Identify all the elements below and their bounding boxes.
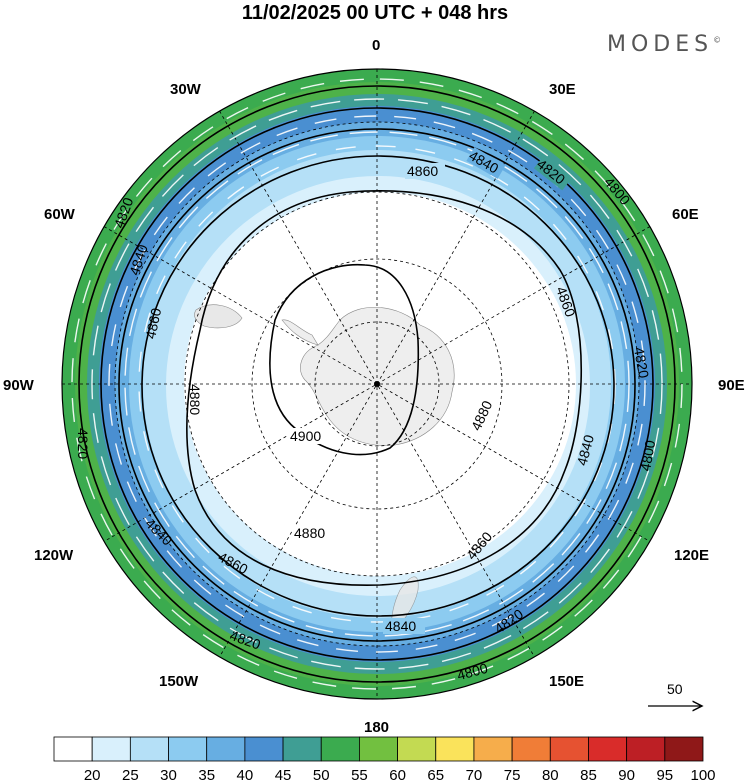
colorbar-swatch [397, 736, 437, 762]
brand-name: MODES [607, 32, 714, 57]
contour-label-4800-right: 4800 [637, 439, 658, 473]
contour-4900 [269, 263, 420, 456]
lon-label-90w: 90W [3, 377, 35, 394]
lon-label-120w: 120W [34, 547, 74, 564]
colorbar: 20 25 30 35 40 45 50 55 60 65 70 75 80 85 90 95 100 [53, 736, 716, 782]
colorbar-swatch [626, 736, 666, 762]
wind-reference-vector: 50 [648, 681, 702, 706]
colorbar-tick-label: 85 [580, 767, 597, 782]
colorbar-tick-label: 35 [198, 767, 215, 782]
contour-label-4880-left: 4880 [187, 384, 203, 415]
colorbar-swatch [549, 736, 589, 762]
colorbar-tick-label: 90 [618, 767, 635, 782]
lon-label-60e: 60E [672, 206, 699, 223]
lon-label-150w: 150W [159, 673, 199, 690]
colorbar-swatch [511, 736, 551, 762]
colorbar-swatch [244, 736, 284, 762]
colorbar-swatch [664, 736, 704, 762]
contour-4840 [118, 128, 636, 642]
south-pole-marker [374, 381, 380, 387]
colorbar-tick-label: 60 [389, 767, 406, 782]
lon-label-30e: 30E [549, 81, 576, 98]
colorbar-tick-label: 30 [160, 767, 177, 782]
contour-label-4840-bottom: 4840 [385, 618, 416, 634]
lon-label-0: 0 [372, 37, 380, 54]
colorbar-swatch [206, 736, 246, 762]
colorbar-swatch [53, 736, 93, 762]
contour-label-4820-right: 4820 [631, 346, 652, 380]
colorbar-swatch [320, 736, 360, 762]
lon-label-30w: 30W [170, 81, 202, 98]
colorbar-tick-label: 40 [237, 767, 254, 782]
height-contours [78, 85, 676, 683]
lon-label-120e: 120E [674, 547, 709, 564]
colorbar-swatch [168, 736, 208, 762]
contour-label-4840-right: 4840 [574, 433, 598, 467]
colorbar-swatch [435, 736, 475, 762]
lon-label-60w: 60W [44, 206, 76, 223]
colorbar-tick-label: 45 [275, 767, 292, 782]
colorbar-tick-label: 95 [656, 767, 673, 782]
contour-label-4820-far-left: 4820 [75, 428, 91, 459]
colorbar-swatch [129, 736, 169, 762]
contour-label-4880-bottom: 4880 [294, 525, 325, 541]
colorbar-swatch [359, 736, 398, 762]
colorbar-swatch [282, 736, 322, 762]
contour-4860 [141, 155, 615, 617]
contour-4880 [186, 190, 582, 586]
modes-logo: MODES© [607, 32, 721, 57]
lon-label-180: 180 [364, 719, 389, 736]
colorbar-tick-label: 55 [351, 767, 368, 782]
colorbar-tick-label: 65 [427, 767, 444, 782]
longitude-labels: 0 30E 60E 90E 120E 150E 180 150W 120W 90… [3, 37, 745, 736]
lon-label-90e: 90E [718, 377, 745, 394]
colorbar-swatch [473, 736, 513, 762]
colorbar-swatch [588, 736, 628, 762]
contour-label-4800-bottom: 4800 [455, 660, 489, 684]
colorbar-tick-label: 25 [122, 767, 139, 782]
wind-vector-streams [71, 78, 683, 690]
map-boundary [61, 68, 693, 700]
contour-label-4860-left: 4860 [142, 306, 164, 340]
lon-label-150e: 150E [549, 673, 584, 690]
colorbar-tick-label: 100 [690, 767, 715, 782]
colorbar-tick-label: 75 [504, 767, 521, 782]
contour-4800 [78, 85, 676, 683]
colorbar-tick-label: 80 [542, 767, 559, 782]
contour-label-4860-top: 4860 [407, 163, 438, 179]
colorbar-tick-label: 70 [466, 767, 483, 782]
colorbar-tick-label: 20 [84, 767, 101, 782]
contour-label-4900: 4900 [290, 428, 321, 444]
colorbar-swatch [91, 736, 131, 762]
colorbar-tick-label: 50 [313, 767, 330, 782]
contour-4820 [100, 107, 654, 661]
map-title: 11/02/2025 00 UTC + 048 hrs [241, 2, 509, 24]
copyright-mark: © [713, 35, 722, 45]
wind-reference-label: 50 [667, 681, 683, 697]
